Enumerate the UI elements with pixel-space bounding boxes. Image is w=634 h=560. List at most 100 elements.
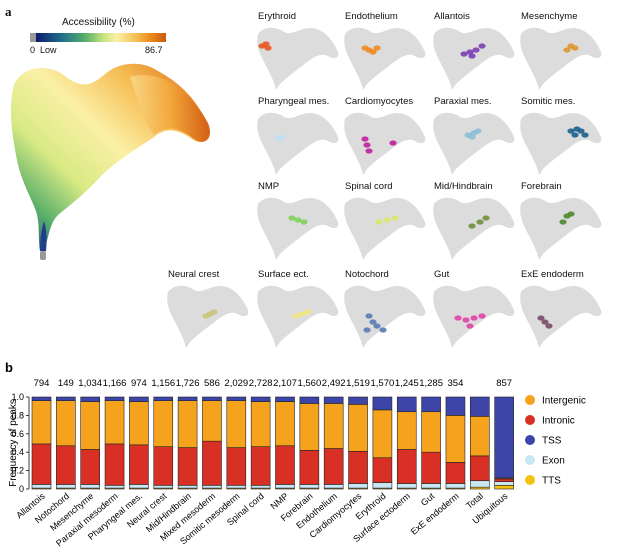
- bar-segment-exon: [153, 485, 174, 489]
- legend-swatch: [525, 435, 535, 445]
- bar-segment-intronic: [177, 447, 198, 486]
- accessible-cell-cluster: [389, 140, 397, 146]
- colorbar-low-label: Low: [40, 45, 57, 55]
- bar-segment-intronic: [299, 450, 320, 485]
- accessible-cell-cluster: [369, 49, 377, 55]
- accessible-cell-cluster: [373, 45, 381, 51]
- small-umap-silhouette: [344, 285, 426, 348]
- panel-a-letter: a: [5, 4, 12, 19]
- umap-tail-gray: [40, 251, 46, 260]
- bar-stack-forebrain: [299, 396, 320, 490]
- small-umap-title: Spinal cord: [345, 181, 393, 192]
- y-tick-label: 0.8: [11, 410, 24, 420]
- panel-b-letter: b: [5, 360, 13, 375]
- umap-endothelium: Endothelium: [344, 11, 426, 90]
- small-umap-title: Pharyngeal mes.: [258, 96, 329, 107]
- bar-segment-tss: [299, 396, 320, 404]
- umap-mesenchyme: Mesenchyme: [520, 11, 602, 90]
- accessible-cell-cluster: [468, 53, 476, 59]
- bar-stack-mid-hindbrain: [177, 396, 198, 490]
- bar-stack-paraxial-mesoderm: [104, 396, 125, 490]
- accessible-cell-cluster: [304, 309, 312, 315]
- small-umap-silhouette: [520, 197, 602, 260]
- bar-segment-tss: [445, 396, 466, 416]
- legend-label: Exon: [542, 456, 565, 467]
- legend-label: Intergenic: [542, 396, 586, 407]
- accessible-cell-cluster: [567, 128, 575, 134]
- bar-stack-surface-ectoderm: [396, 396, 417, 490]
- bar-stack-endothelium: [323, 396, 344, 490]
- bar-segment-tss: [104, 396, 125, 401]
- bar-segment-intergenic: [299, 403, 320, 451]
- bar-stack-exe-endoderm: [445, 396, 466, 490]
- bar-segment-intronic: [31, 443, 52, 485]
- bar-segment-tss: [153, 396, 174, 401]
- big-accessibility-umap: [10, 63, 211, 260]
- bar-stack-neural-crest: [153, 396, 174, 490]
- bar-segment-intronic: [348, 450, 368, 484]
- small-umap-title: ExE endoderm: [521, 269, 584, 280]
- peak-count-label: 1,519: [346, 378, 370, 389]
- small-umap-silhouette: [257, 112, 339, 175]
- umap-allantois: Allantois: [433, 11, 515, 90]
- bar-stack-pharyngeal-mes-: [129, 396, 149, 490]
- bar-segment-intergenic: [445, 415, 466, 463]
- umap-neural-crest: Neural crest: [167, 269, 249, 348]
- bar-segment-intergenic: [372, 409, 393, 459]
- bar-segment-exon: [323, 484, 344, 489]
- legend-swatch: [525, 455, 535, 465]
- peak-count-label: 354: [448, 378, 464, 389]
- accessible-cell-cluster: [545, 323, 553, 329]
- accessible-cell-cluster: [462, 317, 470, 323]
- accessible-cell-cluster: [300, 219, 308, 225]
- small-umap-silhouette: [520, 285, 602, 348]
- bar-segment-exon: [56, 484, 76, 489]
- bar-segment-exon: [396, 483, 417, 489]
- accessible-cell-cluster: [476, 219, 484, 225]
- accessible-cell-cluster: [468, 134, 476, 140]
- bar-segment-intronic: [250, 446, 271, 486]
- legend-item-intergenic: Intergenic: [525, 395, 586, 407]
- bar-stack-total: [469, 396, 490, 490]
- bar-stack-cardiomyocytes: [348, 396, 368, 490]
- umap-tail-blue: [40, 221, 47, 251]
- peak-count-label: 1,560: [297, 378, 321, 389]
- bar-segment-intronic: [104, 443, 125, 486]
- accessible-cell-cluster: [379, 327, 387, 333]
- bar-segment-tss: [469, 396, 490, 417]
- bar-segment-intronic: [202, 440, 222, 486]
- accessible-cell-cluster: [363, 142, 371, 148]
- small-umap-title: Mesenchyme: [521, 11, 578, 22]
- small-umap-title: Erythroid: [258, 11, 296, 22]
- bar-segment-exon: [469, 480, 490, 488]
- small-umap-title: Cardiomyocytes: [345, 96, 413, 107]
- bar-segment-intronic: [494, 478, 514, 482]
- peak-count-label: 1,156: [151, 378, 175, 389]
- bar-segment-intergenic: [177, 400, 198, 448]
- small-umap-silhouette: [433, 112, 515, 175]
- bar-segment-intronic: [56, 445, 76, 485]
- accessible-cell-cluster: [288, 215, 296, 221]
- accessible-cell-cluster: [262, 41, 270, 47]
- accessible-cell-cluster: [278, 134, 286, 140]
- peak-count-label: 2,492: [322, 378, 346, 389]
- peak-count-label: 1,245: [395, 378, 419, 389]
- umap-nmp: NMP: [257, 181, 339, 260]
- small-umap-silhouette: [344, 112, 426, 175]
- legend-item-tts: TTS: [525, 475, 561, 487]
- small-umap-title: Forebrain: [521, 181, 562, 192]
- accessible-cell-cluster: [365, 313, 373, 319]
- bar-segment-tts: [494, 485, 514, 490]
- peak-count-label: 974: [131, 378, 147, 389]
- bar-segment-intergenic: [56, 400, 76, 447]
- small-umap-title: Neural crest: [168, 269, 220, 280]
- accessible-cell-cluster: [294, 217, 302, 223]
- colorbar-gradient: [36, 33, 166, 42]
- bar-segment-exon: [372, 482, 393, 489]
- peak-count-label: 2,728: [249, 378, 273, 389]
- accessible-cell-cluster: [472, 47, 480, 53]
- bar-segment-intergenic: [421, 411, 441, 453]
- accessible-cell-cluster: [563, 47, 571, 53]
- bar-stack-erythroid: [372, 396, 393, 490]
- small-umap-silhouette: [520, 27, 602, 90]
